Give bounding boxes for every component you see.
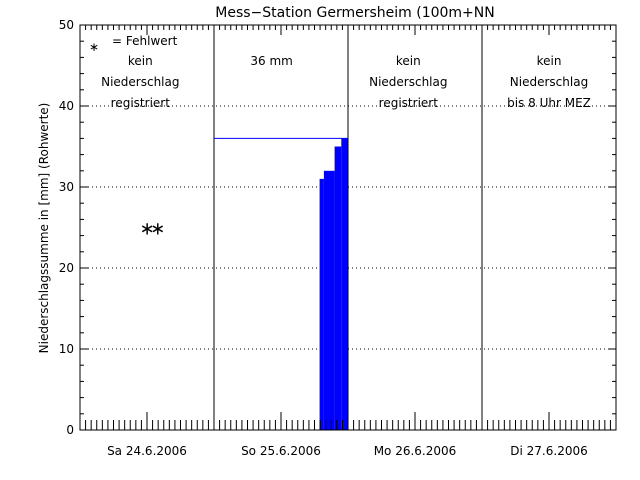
missing-value-marker: ∗ xyxy=(139,219,154,240)
day-note-line: Niederschlag xyxy=(101,75,179,89)
day-note-line: kein xyxy=(537,54,562,68)
day-label: Di 27.6.2006 xyxy=(510,444,587,458)
y-tick-label: 40 xyxy=(59,99,74,113)
missing-value-legend-text: = Fehlwert xyxy=(112,34,178,48)
chart-title: Mess−Station Germersheim (100m+NN xyxy=(215,5,494,21)
missing-value-symbol: ∗ xyxy=(89,40,99,54)
y-tick-label: 10 xyxy=(59,342,74,356)
precip-bar xyxy=(334,146,342,430)
day-note-line: kein xyxy=(128,54,153,68)
y-axis-label: Niederschlagssumme in [mm] (Rohwerte) xyxy=(37,103,51,354)
precip-bar xyxy=(319,178,324,430)
y-tick-label: 20 xyxy=(59,261,74,275)
day-note-line: Niederschlag xyxy=(510,75,588,89)
day-note-line: Niederschlag xyxy=(369,75,447,89)
day-label: Mo 26.6.2006 xyxy=(374,444,457,458)
bar-series xyxy=(319,138,348,431)
day-note-line: kein xyxy=(396,54,421,68)
day-note-line: registriert xyxy=(379,96,439,110)
day-note-line: registriert xyxy=(111,96,171,110)
precip-bar xyxy=(341,138,348,430)
day-notes: kein Niederschlag registriert 36 mm kein Nied… xyxy=(101,54,591,110)
x-axis-ticks xyxy=(85,25,611,430)
y-tick-label: 50 xyxy=(59,18,74,32)
y-tick-label: 0 xyxy=(66,423,74,437)
missing-value-legend: ∗ = Fehlwert xyxy=(89,34,178,54)
y-tick-label: 30 xyxy=(59,180,74,194)
missing-value-marker: ∗ xyxy=(150,219,165,240)
day-dividers xyxy=(213,25,483,430)
day-note-line: 36 mm xyxy=(250,54,292,68)
missing-value-markers: ∗∗ xyxy=(139,219,165,240)
day-label: So 25.6.2006 xyxy=(241,444,321,458)
precip-bar xyxy=(323,170,335,431)
day-label: Sa 24.6.2006 xyxy=(107,444,187,458)
y-axis-ticks: 0 10 20 30 40 50 xyxy=(59,18,616,437)
x-axis-day-labels: Sa 24.6.2006 So 25.6.2006 Mo 26.6.2006 Di 2… xyxy=(107,444,588,458)
day-note-line: bis 8 Uhr MEZ xyxy=(507,96,591,110)
